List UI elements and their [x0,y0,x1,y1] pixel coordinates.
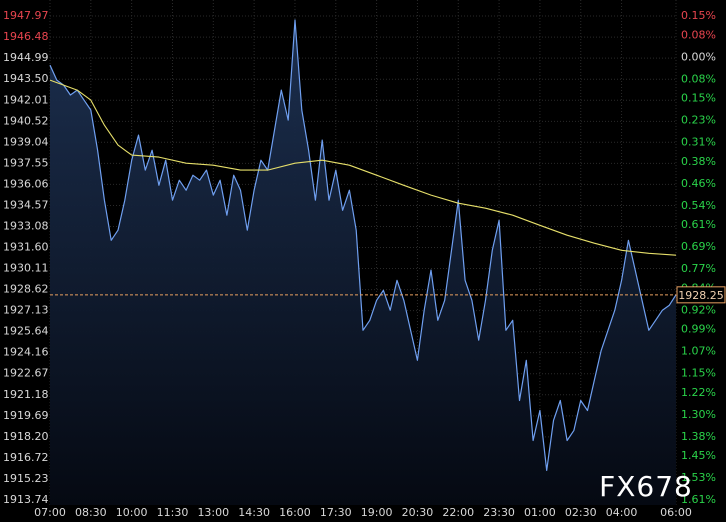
y-tick-label: 1943.50 [3,72,49,85]
price-line [49,19,677,471]
y2-tick-label: 0.38% [681,155,716,168]
x-tick-label: 10:00 [116,506,148,519]
x-tick-label: 19:00 [361,506,393,519]
average-line [49,79,677,256]
y-tick-label: 1942.01 [3,93,49,106]
y-tick-label: 1924.16 [3,346,49,359]
y-tick-label: 1918.20 [3,430,49,443]
y-tick-label: 1934.57 [3,198,49,211]
x-tick-label: 01:00 [524,506,556,519]
current-price-tag [676,286,726,304]
y2-tick-label: 1.53% [681,471,716,484]
y2-tick-label: 1.15% [681,367,716,380]
y2-tick-label: 0.15% [681,92,716,105]
y2-tick-label: 1.38% [681,430,716,443]
y-tick-label: 1915.23 [3,472,49,485]
x-tick-label: 17:30 [320,506,352,519]
y2-tick-label: 0.77% [681,262,716,275]
y2-tick-label: 0.15% [681,9,716,22]
y2-tick-label: 0.54% [681,199,716,212]
y-tick-label: 1931.60 [3,240,49,253]
x-tick-label: 08:30 [75,506,107,519]
y2-tick-label: 0.31% [681,136,716,149]
x-tick-label: 07:00 [34,506,66,519]
y2-tick-label: 0.99% [681,323,716,336]
x-tick-label: 14:30 [238,506,270,519]
y-tick-label: 1927.13 [3,304,49,317]
area-fill [50,20,676,505]
y-tick-label: 1922.67 [3,367,49,380]
y2-tick-label: 1.22% [681,386,716,399]
x-tick-label: 11:30 [157,506,189,519]
y-tick-label: 1940.52 [3,114,49,127]
y-tick-label: 1928.62 [3,283,49,296]
y2-tick-label: 1.45% [681,449,716,462]
y2-tick-label: 1.30% [681,408,716,421]
x-tick-label: 23:30 [483,506,515,519]
y-tick-label: 1946.48 [3,30,49,43]
y-tick-label: 1916.72 [3,451,49,464]
y-tick-label: 1937.55 [3,156,49,169]
x-tick-label: 22:00 [442,506,474,519]
x-tick-label: 06:00 [660,506,692,519]
y2-tick-label: 0.00% [681,50,716,63]
y2-tick-label: 0.92% [681,303,716,316]
y-tick-label: 1933.08 [3,220,49,233]
watermark: FX678 [599,470,693,503]
y2-tick-label: 1.61% [681,493,716,506]
x-tick-label: 16:00 [279,506,311,519]
y-tick-label: 1930.11 [3,262,49,275]
y-tick-label: 1919.69 [3,409,49,422]
x-tick-label: 20:30 [402,506,434,519]
y-tick-label: 1925.64 [3,325,49,338]
y2-tick-label: 1.07% [681,345,716,358]
y2-tick-label: 0.08% [681,72,716,85]
y2-tick-label: 0.46% [681,177,716,190]
x-tick-label: 02:30 [565,506,597,519]
y-tick-label: 1944.99 [3,51,49,64]
current-price-label: 1928.25 [678,289,724,302]
y2-tick-label: 0.61% [681,218,716,231]
y-tick-label: 1947.97 [3,9,49,22]
y2-tick-label: 0.23% [681,114,716,127]
y-tick-label: 1936.06 [3,177,49,190]
y-tick-label: 1913.74 [3,493,49,506]
x-tick-label: 13:00 [197,506,229,519]
y2-tick-label: 0.69% [681,240,716,253]
y2-tick-label: 0.08% [681,28,716,41]
y-tick-label: 1921.18 [3,388,49,401]
y-tick-label: 1939.04 [3,135,49,148]
x-tick-label: 04:00 [606,506,638,519]
